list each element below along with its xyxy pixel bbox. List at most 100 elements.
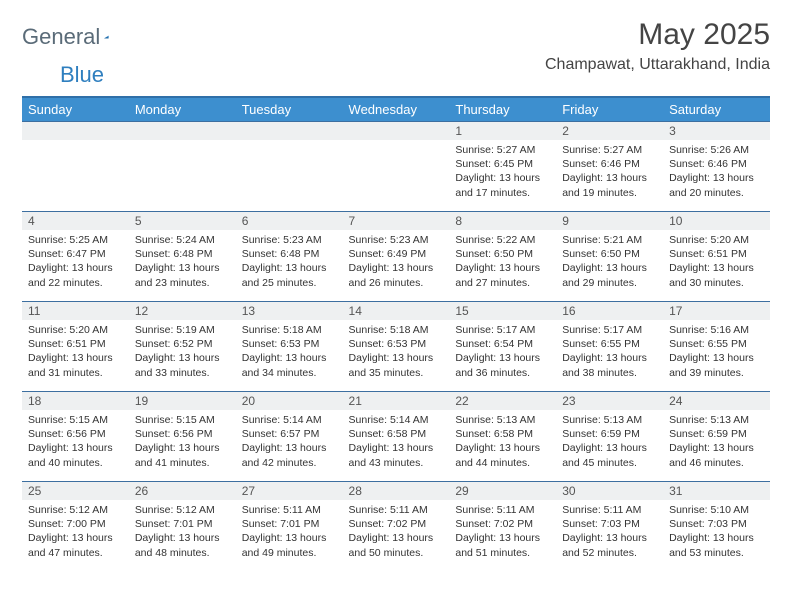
- calendar-day-cell: 24Sunrise: 5:13 AMSunset: 6:59 PMDayligh…: [663, 392, 770, 482]
- weekday-header-row: SundayMondayTuesdayWednesdayThursdayFrid…: [22, 97, 770, 122]
- day-details: Sunrise: 5:26 AMSunset: 6:46 PMDaylight:…: [663, 140, 770, 203]
- day-number: 2: [556, 122, 663, 140]
- day-details: Sunrise: 5:15 AMSunset: 6:56 PMDaylight:…: [22, 410, 129, 473]
- calendar-day-cell: 13Sunrise: 5:18 AMSunset: 6:53 PMDayligh…: [236, 302, 343, 392]
- calendar-day-cell: 8Sunrise: 5:22 AMSunset: 6:50 PMDaylight…: [449, 212, 556, 302]
- day-number: 5: [129, 212, 236, 230]
- calendar-body: 1Sunrise: 5:27 AMSunset: 6:45 PMDaylight…: [22, 122, 770, 572]
- day-number: 23: [556, 392, 663, 410]
- day-details: Sunrise: 5:11 AMSunset: 7:01 PMDaylight:…: [236, 500, 343, 563]
- day-details: Sunrise: 5:20 AMSunset: 6:51 PMDaylight:…: [663, 230, 770, 293]
- day-details: Sunrise: 5:15 AMSunset: 6:56 PMDaylight:…: [129, 410, 236, 473]
- location-subtitle: Champawat, Uttarakhand, India: [545, 56, 770, 74]
- day-details: Sunrise: 5:13 AMSunset: 6:59 PMDaylight:…: [663, 410, 770, 473]
- calendar-day-cell: 7Sunrise: 5:23 AMSunset: 6:49 PMDaylight…: [343, 212, 450, 302]
- day-details: Sunrise: 5:20 AMSunset: 6:51 PMDaylight:…: [22, 320, 129, 383]
- calendar-day-cell: 14Sunrise: 5:18 AMSunset: 6:53 PMDayligh…: [343, 302, 450, 392]
- weekday-header: Tuesday: [236, 97, 343, 122]
- calendar-day-cell: 22Sunrise: 5:13 AMSunset: 6:58 PMDayligh…: [449, 392, 556, 482]
- day-number: 6: [236, 212, 343, 230]
- day-details: Sunrise: 5:11 AMSunset: 7:03 PMDaylight:…: [556, 500, 663, 563]
- day-number: 13: [236, 302, 343, 320]
- day-number: 26: [129, 482, 236, 500]
- calendar-day-cell: 18Sunrise: 5:15 AMSunset: 6:56 PMDayligh…: [22, 392, 129, 482]
- day-details: Sunrise: 5:12 AMSunset: 7:00 PMDaylight:…: [22, 500, 129, 563]
- calendar-day-cell: 28Sunrise: 5:11 AMSunset: 7:02 PMDayligh…: [343, 482, 450, 572]
- day-number: 14: [343, 302, 450, 320]
- day-number: 7: [343, 212, 450, 230]
- calendar-day-cell: 23Sunrise: 5:13 AMSunset: 6:59 PMDayligh…: [556, 392, 663, 482]
- day-number: 18: [22, 392, 129, 410]
- weekday-header: Wednesday: [343, 97, 450, 122]
- calendar-day-cell: 6Sunrise: 5:23 AMSunset: 6:48 PMDaylight…: [236, 212, 343, 302]
- day-number: 1: [449, 122, 556, 140]
- day-details: Sunrise: 5:21 AMSunset: 6:50 PMDaylight:…: [556, 230, 663, 293]
- calendar-day-cell: 30Sunrise: 5:11 AMSunset: 7:03 PMDayligh…: [556, 482, 663, 572]
- day-number: 10: [663, 212, 770, 230]
- calendar-day-cell: 2Sunrise: 5:27 AMSunset: 6:46 PMDaylight…: [556, 122, 663, 212]
- calendar-week-row: 11Sunrise: 5:20 AMSunset: 6:51 PMDayligh…: [22, 302, 770, 392]
- day-details: Sunrise: 5:27 AMSunset: 6:46 PMDaylight:…: [556, 140, 663, 203]
- calendar-day-cell: 12Sunrise: 5:19 AMSunset: 6:52 PMDayligh…: [129, 302, 236, 392]
- weekday-header: Monday: [129, 97, 236, 122]
- calendar-week-row: 1Sunrise: 5:27 AMSunset: 6:45 PMDaylight…: [22, 122, 770, 212]
- calendar-day-cell: 25Sunrise: 5:12 AMSunset: 7:00 PMDayligh…: [22, 482, 129, 572]
- calendar-day-cell: 16Sunrise: 5:17 AMSunset: 6:55 PMDayligh…: [556, 302, 663, 392]
- day-number: 31: [663, 482, 770, 500]
- weekday-header: Thursday: [449, 97, 556, 122]
- calendar-day-cell: 1Sunrise: 5:27 AMSunset: 6:45 PMDaylight…: [449, 122, 556, 212]
- day-details: Sunrise: 5:11 AMSunset: 7:02 PMDaylight:…: [343, 500, 450, 563]
- weekday-header: Sunday: [22, 97, 129, 122]
- day-number: 28: [343, 482, 450, 500]
- weekday-header: Saturday: [663, 97, 770, 122]
- day-details: Sunrise: 5:10 AMSunset: 7:03 PMDaylight:…: [663, 500, 770, 563]
- day-number: 3: [663, 122, 770, 140]
- day-number: 22: [449, 392, 556, 410]
- calendar-day-cell: 31Sunrise: 5:10 AMSunset: 7:03 PMDayligh…: [663, 482, 770, 572]
- day-details: Sunrise: 5:12 AMSunset: 7:01 PMDaylight:…: [129, 500, 236, 563]
- calendar-week-row: 18Sunrise: 5:15 AMSunset: 6:56 PMDayligh…: [22, 392, 770, 482]
- brand-word-2: Blue: [60, 62, 104, 88]
- weekday-header: Friday: [556, 97, 663, 122]
- calendar-day-cell: 11Sunrise: 5:20 AMSunset: 6:51 PMDayligh…: [22, 302, 129, 392]
- calendar-day-cell: 17Sunrise: 5:16 AMSunset: 6:55 PMDayligh…: [663, 302, 770, 392]
- day-number: 9: [556, 212, 663, 230]
- day-number: 12: [129, 302, 236, 320]
- day-number: 16: [556, 302, 663, 320]
- day-details: Sunrise: 5:25 AMSunset: 6:47 PMDaylight:…: [22, 230, 129, 293]
- calendar-day-cell: 5Sunrise: 5:24 AMSunset: 6:48 PMDaylight…: [129, 212, 236, 302]
- calendar-day-cell: 9Sunrise: 5:21 AMSunset: 6:50 PMDaylight…: [556, 212, 663, 302]
- day-number: 30: [556, 482, 663, 500]
- day-details: Sunrise: 5:19 AMSunset: 6:52 PMDaylight:…: [129, 320, 236, 383]
- calendar-day-cell: 15Sunrise: 5:17 AMSunset: 6:54 PMDayligh…: [449, 302, 556, 392]
- day-details: Sunrise: 5:22 AMSunset: 6:50 PMDaylight:…: [449, 230, 556, 293]
- day-details: Sunrise: 5:23 AMSunset: 6:48 PMDaylight:…: [236, 230, 343, 293]
- brand-logo: General: [22, 18, 130, 50]
- day-details: Sunrise: 5:23 AMSunset: 6:49 PMDaylight:…: [343, 230, 450, 293]
- day-details: Sunrise: 5:14 AMSunset: 6:57 PMDaylight:…: [236, 410, 343, 473]
- calendar-day-cell: 27Sunrise: 5:11 AMSunset: 7:01 PMDayligh…: [236, 482, 343, 572]
- day-details: Sunrise: 5:24 AMSunset: 6:48 PMDaylight:…: [129, 230, 236, 293]
- day-number: 29: [449, 482, 556, 500]
- day-number: 4: [22, 212, 129, 230]
- day-number: 8: [449, 212, 556, 230]
- calendar-day-cell: 20Sunrise: 5:14 AMSunset: 6:57 PMDayligh…: [236, 392, 343, 482]
- day-details: Sunrise: 5:16 AMSunset: 6:55 PMDaylight:…: [663, 320, 770, 383]
- calendar-day-cell: 29Sunrise: 5:11 AMSunset: 7:02 PMDayligh…: [449, 482, 556, 572]
- calendar-day-cell: 4Sunrise: 5:25 AMSunset: 6:47 PMDaylight…: [22, 212, 129, 302]
- day-number: 20: [236, 392, 343, 410]
- month-title: May 2025: [545, 18, 770, 52]
- day-number: 27: [236, 482, 343, 500]
- calendar-week-row: 4Sunrise: 5:25 AMSunset: 6:47 PMDaylight…: [22, 212, 770, 302]
- calendar-day-cell: 3Sunrise: 5:26 AMSunset: 6:46 PMDaylight…: [663, 122, 770, 212]
- calendar-empty-cell: [22, 122, 129, 212]
- day-details: Sunrise: 5:13 AMSunset: 6:58 PMDaylight:…: [449, 410, 556, 473]
- calendar-empty-cell: [236, 122, 343, 212]
- calendar-empty-cell: [129, 122, 236, 212]
- calendar-empty-cell: [343, 122, 450, 212]
- brand-triangle-icon: [104, 28, 109, 46]
- day-details: Sunrise: 5:14 AMSunset: 6:58 PMDaylight:…: [343, 410, 450, 473]
- day-details: Sunrise: 5:18 AMSunset: 6:53 PMDaylight:…: [236, 320, 343, 383]
- day-number: 21: [343, 392, 450, 410]
- day-number: 19: [129, 392, 236, 410]
